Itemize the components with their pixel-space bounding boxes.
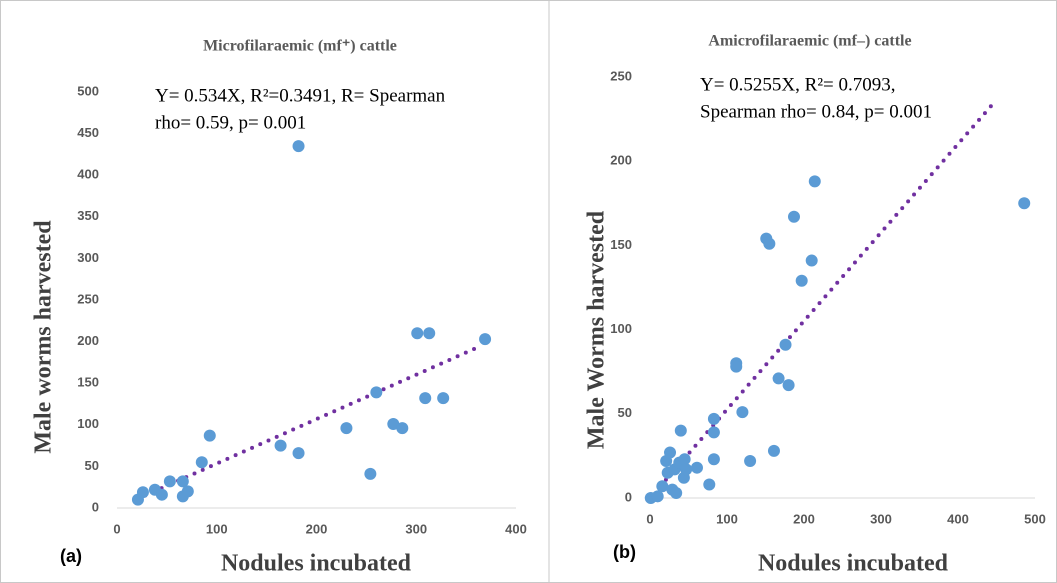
x-axis-label: Nodules incubated: [221, 551, 412, 577]
y-tick-label: 100: [610, 321, 632, 336]
point: [364, 467, 377, 480]
point: [136, 486, 149, 499]
point: [396, 422, 409, 435]
point: [707, 412, 720, 425]
point: [744, 454, 757, 467]
x-tick-label: 200: [306, 521, 328, 536]
point: [419, 392, 432, 405]
point: [292, 447, 305, 460]
point: [423, 327, 436, 340]
point: [370, 386, 383, 399]
point: [387, 417, 400, 430]
point: [163, 475, 176, 488]
point: [808, 175, 821, 188]
y-tick-label: 50: [85, 458, 99, 473]
y-tick-label: 250: [610, 68, 632, 83]
y-tick-label: 150: [610, 237, 632, 252]
annotation: Y= 0.5255X, R²= 0.7093,: [700, 74, 896, 95]
trendline: [658, 100, 997, 489]
point: [340, 422, 353, 435]
point: [670, 486, 683, 499]
panel-label: (b): [613, 542, 636, 562]
annotation: Y= 0.534X, R²=0.3491, R= Spearman: [155, 85, 446, 106]
y-tick-label: 250: [77, 291, 99, 306]
x-tick-label: 300: [405, 521, 427, 536]
annotation: rho= 0.59, p= 0.001: [155, 112, 306, 133]
annotation: Spearman rho= 0.84, p= 0.001: [700, 101, 932, 122]
point: [1018, 197, 1031, 210]
point: [292, 140, 305, 153]
point: [195, 456, 208, 469]
point: [437, 392, 450, 405]
panel-label: (a): [60, 546, 82, 566]
y-tick-label: 150: [77, 375, 99, 390]
point: [274, 439, 287, 452]
y-axis-label: Male Worms harvested: [584, 210, 610, 449]
point: [411, 327, 424, 340]
chart-title: Microfilaraemic (mf⁺) cattle: [203, 38, 397, 55]
x-axis-label: Nodules incubated: [758, 551, 949, 577]
x-tick-label: 100: [206, 521, 228, 536]
point: [176, 475, 189, 488]
point: [203, 429, 216, 442]
y-tick-label: 0: [625, 489, 632, 504]
y-tick-label: 450: [77, 125, 99, 140]
x-tick-label: 0: [113, 521, 120, 536]
point: [690, 461, 703, 474]
trendline: [134, 343, 484, 502]
y-tick-label: 100: [77, 416, 99, 431]
point: [651, 490, 664, 503]
x-tick-label: 100: [716, 511, 738, 526]
y-tick-label: 350: [77, 208, 99, 223]
y-tick-label: 500: [77, 83, 99, 98]
point: [805, 254, 818, 267]
y-tick-label: 200: [610, 153, 632, 168]
point: [772, 372, 785, 385]
y-tick-label: 50: [618, 405, 632, 420]
point: [680, 463, 693, 476]
y-tick-label: 400: [77, 167, 99, 182]
point: [707, 426, 720, 439]
x-tick-label: 500: [1024, 511, 1046, 526]
x-tick-label: 400: [947, 511, 969, 526]
x-tick-label: 300: [870, 511, 892, 526]
point: [674, 424, 687, 437]
point: [787, 210, 800, 223]
point: [730, 360, 743, 373]
y-tick-label: 0: [92, 499, 99, 514]
point: [181, 485, 194, 498]
point: [707, 453, 720, 466]
point: [736, 406, 749, 419]
x-tick-label: 400: [505, 521, 527, 536]
point: [782, 379, 795, 392]
chart-title: Amicrofilaraemic (mf–) cattle: [708, 33, 911, 50]
point: [664, 446, 677, 459]
point: [656, 480, 669, 493]
y-tick-label: 300: [77, 250, 99, 265]
x-tick-label: 0: [646, 511, 653, 526]
point: [479, 333, 492, 346]
point: [779, 338, 792, 351]
point: [703, 478, 716, 491]
y-axis-label: Male worms harvested: [31, 220, 57, 454]
point: [155, 488, 168, 501]
point: [795, 274, 808, 287]
y-tick-label: 200: [77, 333, 99, 348]
point: [763, 237, 776, 250]
x-tick-label: 200: [793, 511, 815, 526]
point: [678, 453, 691, 466]
point: [767, 444, 780, 457]
